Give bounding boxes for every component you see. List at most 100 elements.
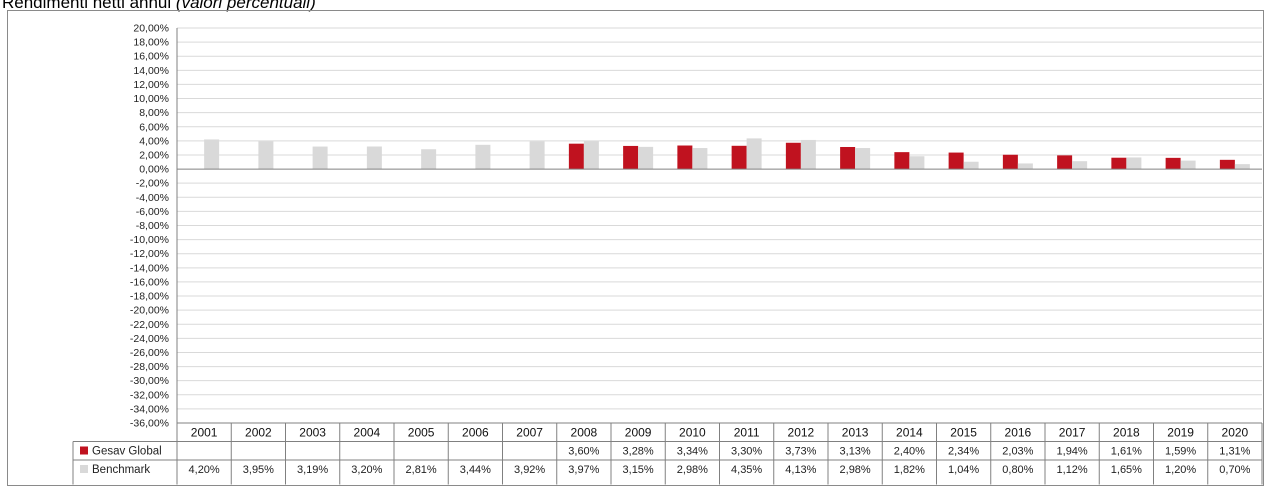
bar-gesav-global [677,145,693,170]
x-tick-label: 2006 [462,426,489,440]
y-tick-label: -4,00% [136,192,169,204]
y-tick-label: 12,00% [133,79,169,91]
x-tick-label: 2017 [1059,426,1086,440]
y-tick-label: -24,00% [130,333,169,345]
y-tick-label: 14,00% [133,65,169,77]
x-tick-label: 2007 [516,426,543,440]
y-tick-label: -32,00% [130,389,169,401]
y-tick-label: 18,00% [133,37,169,49]
y-tick-label: 6,00% [139,121,169,133]
bar-gesav-global [731,145,747,170]
x-tick-label: 2012 [788,426,815,440]
legend-swatch [80,446,88,455]
x-tick-label: 2019 [1167,426,1194,440]
y-tick-label: -12,00% [130,248,169,260]
y-tick-label: -26,00% [130,347,169,359]
y-tick-label: -2,00% [136,178,169,190]
data-label: 3,44% [460,464,491,476]
y-tick-label: 0,00% [139,164,169,176]
x-tick-label: 2008 [571,426,598,440]
bar-benchmark [1017,163,1033,170]
bar-benchmark [800,139,816,170]
bar-benchmark [475,144,491,170]
y-tick-label: -20,00% [130,305,169,317]
data-label: 3,28% [623,446,654,458]
x-tick-label: 2004 [354,426,381,440]
bar-benchmark [855,148,871,170]
data-label: 2,40% [894,446,925,458]
bar-benchmark [1126,157,1142,170]
bar-gesav-global [894,152,910,170]
data-label: 1,04% [948,464,979,476]
bar-gesav-global [840,146,856,170]
data-label: 1,65% [1111,464,1142,476]
x-tick-label: 2014 [896,426,923,440]
data-label: 3,30% [731,446,762,458]
x-tick-label: 2001 [191,426,218,440]
y-tick-label: -8,00% [136,220,169,232]
data-label: 3,97% [568,464,599,476]
data-label: 4,20% [189,464,220,476]
y-tick-label: -30,00% [130,375,169,387]
data-label: 2,81% [406,464,437,476]
page-title-main: Rendimenti netti annui [2,0,172,12]
bar-gesav-global [1111,157,1127,170]
x-tick-label: 2013 [842,426,869,440]
x-tick-label: 2018 [1113,426,1140,440]
y-tick-label: 20,00% [133,23,169,35]
bar-gesav-global [1002,154,1018,170]
y-tick-label: 2,00% [139,149,169,161]
data-label: 1,94% [1057,446,1088,458]
data-label: 3,19% [297,464,328,476]
bar-benchmark [583,141,599,170]
page-title-subtitle: (valori percentuali) [175,0,316,12]
data-label: 1,59% [1165,446,1196,458]
bar-gesav-global [1057,155,1073,170]
data-label: 3,92% [514,464,545,476]
data-label: 1,31% [1219,446,1250,458]
bar-benchmark [421,149,437,170]
y-tick-label: -22,00% [130,319,169,331]
y-tick-label: -28,00% [130,361,169,373]
y-tick-label: 16,00% [133,51,169,63]
data-label: 2,98% [677,464,708,476]
x-tick-label: 2011 [734,426,760,440]
data-label: 3,15% [623,464,654,476]
data-label: 3,73% [785,446,816,458]
data-label: 3,95% [243,464,274,476]
y-tick-label: -14,00% [130,262,169,274]
x-tick-label: 2015 [950,426,977,440]
legend-label: Gesav Global [92,446,162,458]
data-label: 1,12% [1057,464,1088,476]
data-label: 2,03% [1002,446,1033,458]
bar-gesav-global [1165,157,1181,170]
y-tick-label: 10,00% [133,93,169,105]
page-title: Rendimenti netti annui (valori percentua… [2,0,316,12]
data-label: 0,80% [1002,464,1033,476]
y-tick-label: -18,00% [130,291,169,303]
x-tick-label: 2002 [245,426,272,440]
data-label: 1,82% [894,464,925,476]
data-label: 3,20% [351,464,382,476]
bar-benchmark [204,139,220,170]
bar-benchmark [692,148,708,170]
y-tick-label: -10,00% [130,234,169,246]
y-tick-label: 4,00% [139,135,169,147]
y-tick-label: -36,00% [130,418,169,430]
y-tick-label: -34,00% [130,403,169,415]
bar-benchmark [312,146,328,170]
legend-swatch [80,465,88,473]
bar-gesav-global [1219,159,1235,170]
bar-benchmark [638,146,654,170]
legend-label: Benchmark [92,464,150,476]
data-label: 3,60% [568,446,599,458]
data-label: 1,61% [1111,446,1142,458]
data-label: 4,35% [731,464,762,476]
bar-benchmark [963,161,979,170]
bar-benchmark [1180,160,1196,170]
chart-frame: 20,00% 18,00% 16,00% 14,00% 12,00% 10,00% 8,00… [7,10,1264,486]
bar-gesav-global [623,145,639,170]
bar-benchmark [746,138,762,170]
x-tick-label: 2020 [1222,426,1249,440]
bar-benchmark [1072,161,1088,170]
